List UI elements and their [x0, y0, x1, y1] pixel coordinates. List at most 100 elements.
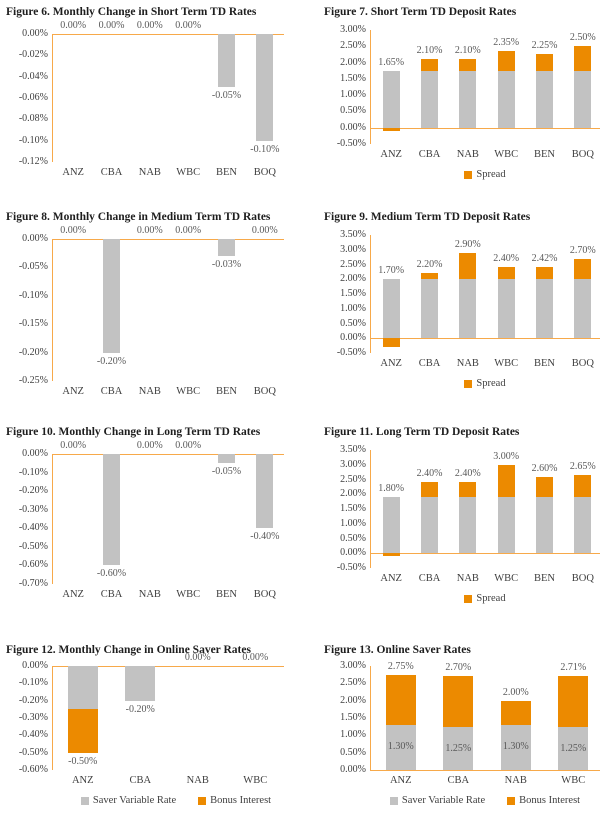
chart-figure-8: Figure 8. Monthly Change in Medium Term … [0, 205, 300, 420]
y-tick-label: -0.50% [336, 562, 366, 573]
x-axis-label: BOQ [253, 386, 276, 397]
x-axis-label: WBC [176, 589, 201, 600]
y-tick-label: -0.20% [18, 346, 48, 358]
bar-data-label: 0.00% [136, 20, 163, 31]
y-tick-label: 3.50% [340, 229, 366, 240]
y-tick-label: -0.08% [18, 113, 48, 125]
x-axis-label: WBC [494, 573, 519, 584]
bar-segment-gray [382, 279, 400, 339]
legend-item: Bonus Interest [198, 795, 271, 806]
y-tick-label: 0.00% [340, 121, 366, 133]
y-tick-label: -0.50% [18, 540, 48, 552]
y-axis-line [370, 235, 371, 353]
y-tick-label: 2.00% [340, 488, 366, 500]
legend-label: Bonus Interest [519, 795, 581, 806]
x-axis-label: ANZ [389, 775, 412, 786]
y-tick-label: 1.00% [340, 89, 366, 101]
zero-axis-line [370, 128, 600, 129]
x-axis-label: WBC [494, 149, 519, 160]
x-axis-label: CBA [100, 589, 123, 600]
bar-segment-gray [574, 279, 592, 339]
bar-data-label: 1.65% [378, 56, 405, 68]
legend-swatch-icon [198, 796, 207, 805]
y-tick-label: -0.60% [18, 559, 48, 571]
y-tick-label: 3.00% [340, 24, 366, 35]
y-tick-label: 1.00% [340, 517, 366, 529]
y-tick-label: -0.20% [18, 694, 48, 706]
legend-label: Spread [476, 378, 506, 389]
y-tick-label: 2.00% [340, 694, 366, 706]
bar-segment-bonus-interest [67, 709, 98, 753]
y-tick-label: -0.40% [18, 522, 48, 534]
y-tick-label: 0.00% [22, 28, 48, 39]
bar-data-label: 2.65% [569, 461, 596, 473]
bar-segment-spread [421, 482, 438, 498]
y-tick-label: -0.10% [18, 134, 48, 146]
chart-title: Figure 10. Monthly Change in Long Term T… [6, 426, 261, 438]
x-axis-label: NAB [456, 358, 479, 369]
x-axis-label: NAB [138, 589, 161, 600]
bar-segment-gray [421, 70, 438, 128]
chart-figure-9: Figure 9. Medium Term TD Deposit Rates 3.… [300, 205, 600, 420]
chart-title: Figure 8. Monthly Change in Medium Term … [6, 211, 271, 223]
chart-title: Figure 11. Long Term TD Deposit Rates [324, 426, 520, 438]
bar-segment-spread [459, 59, 477, 71]
y-tick-label: -0.05% [18, 261, 48, 273]
plot-area: 0.00% -0.10% -0.20% -0.30% -0.40% -0.50% -0.60… [6, 652, 284, 788]
x-axis-label: CBA [418, 573, 441, 584]
chart-legend: Saver Variable Rate Bonus Interest [324, 795, 600, 806]
bar-segment-gray [256, 454, 274, 529]
zero-axis-line [52, 666, 284, 667]
bar-segment-spread [497, 51, 515, 71]
bar-data-label: 1.80% [378, 483, 405, 495]
chart-figure-6: Figure 6. Monthly Change in Short Term T… [0, 0, 300, 205]
x-axis-label: WBC [494, 358, 519, 369]
y-tick-label: 0.00% [22, 233, 48, 244]
legend-item: Bonus Interest [507, 795, 580, 806]
legend-item: Spread [464, 378, 506, 389]
chart-title: Figure 9. Medium Term TD Deposit Rates [324, 211, 531, 223]
y-tick-label: 1.50% [340, 72, 366, 84]
legend-swatch-icon [80, 796, 89, 805]
chart-legend: Spread [324, 593, 600, 604]
bar-segment-gray [536, 497, 553, 554]
plot-area: 0.00% -0.10% -0.20% -0.30% -0.40% -0.50% -0.60… [6, 440, 284, 602]
y-tick-label: 2.50% [340, 473, 366, 485]
chart-figure-13: Figure 13. Online Saver Rates 3.00% 2.50% 2… [300, 640, 600, 820]
bar-data-label: 2.75% [387, 660, 414, 672]
x-axis-label: NAB [504, 775, 527, 786]
y-tick-label: 0.00% [340, 332, 366, 344]
bar-data-label: 0.00% [136, 440, 163, 451]
chart-legend: Spread [324, 378, 600, 389]
bar-segment-saver-variable-rate [67, 666, 98, 710]
y-tick-label: 1.00% [340, 302, 366, 314]
bar-segment-gray [382, 70, 400, 128]
bar-data-label: 2.40% [454, 468, 481, 480]
bar-segment-saver-variable-rate [443, 726, 474, 770]
chart-title: Figure 7. Short Term TD Deposit Rates [324, 6, 517, 18]
x-axis-label: ANZ [71, 775, 94, 786]
bar-segment-bonus-interest [443, 676, 474, 727]
bar-segment-spread [536, 54, 553, 71]
bar-segment-gray [459, 279, 477, 339]
bar-data-label: 0.00% [60, 20, 87, 31]
bar-data-label: 0.00% [175, 440, 202, 451]
x-axis-label: BEN [216, 167, 237, 178]
y-tick-label: 0.00% [340, 764, 366, 775]
bar-data-label: 2.35% [493, 37, 520, 49]
y-tick-label: -0.10% [18, 289, 48, 301]
legend-swatch-icon [464, 379, 473, 388]
bar-data-label: 1.30% [502, 741, 529, 753]
bar-segment-gray [459, 497, 477, 554]
x-axis-label: ANZ [62, 167, 84, 178]
y-tick-label: -0.25% [18, 375, 48, 386]
y-tick-label: -0.50% [336, 347, 366, 358]
bar-data-label: -0.40% [250, 531, 280, 543]
bar-segment-spread [497, 464, 515, 498]
bar-data-label: 2.50% [569, 32, 596, 44]
x-axis-label: CBA [418, 149, 441, 160]
y-tick-label: 2.00% [340, 56, 366, 68]
x-axis-label: ANZ [380, 573, 402, 584]
bar-segment-saver-variable-rate [558, 726, 589, 770]
